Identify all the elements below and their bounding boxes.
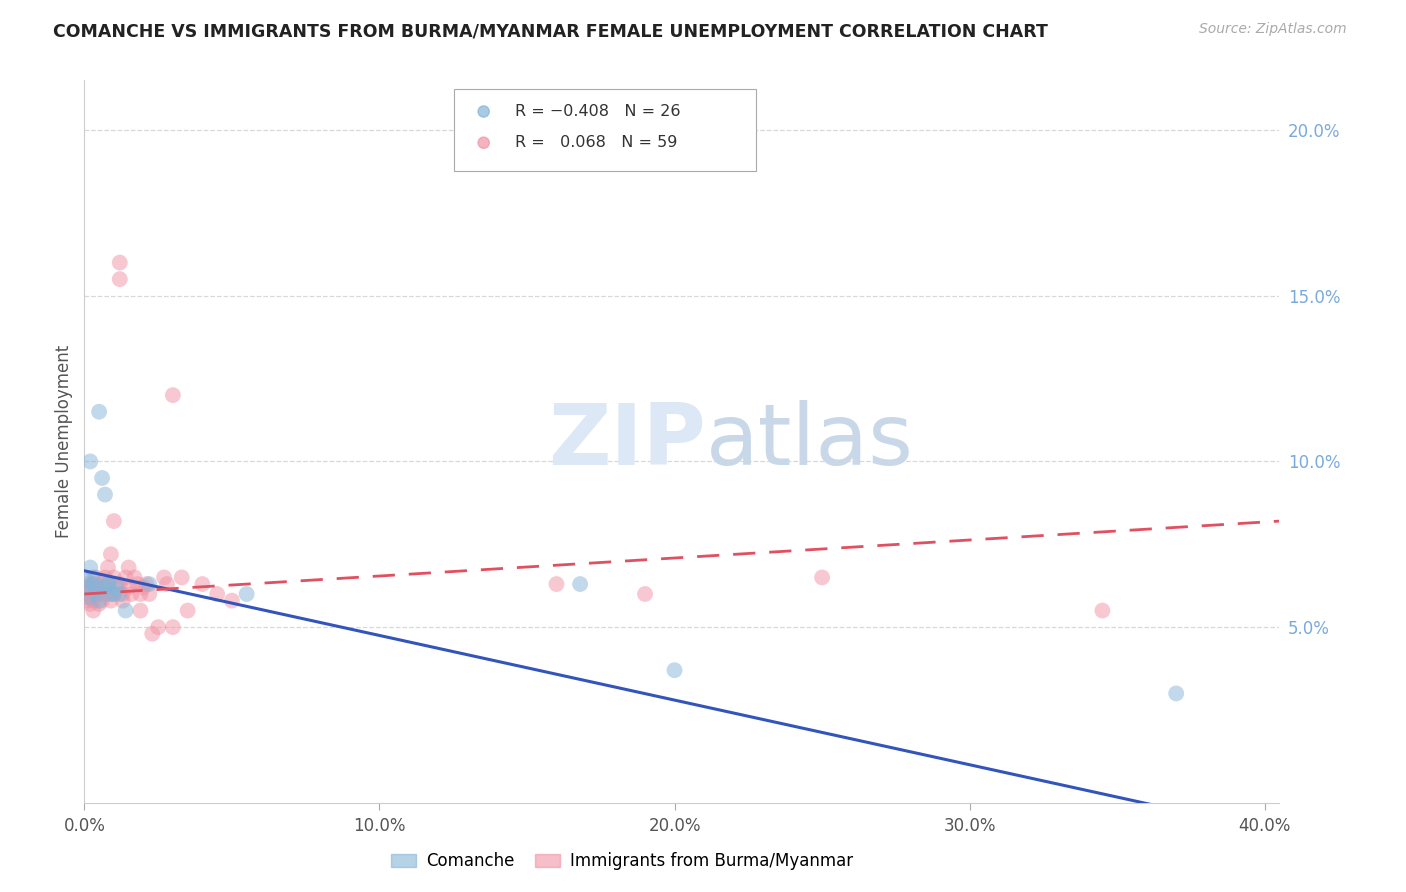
Point	[132, 580, 155, 594]
Point	[546, 577, 568, 591]
Point	[191, 577, 214, 591]
Point	[117, 580, 139, 594]
Point	[108, 587, 131, 601]
Point	[82, 603, 104, 617]
Point	[103, 514, 125, 528]
Point	[76, 580, 98, 594]
Point	[76, 593, 98, 607]
Point	[108, 577, 131, 591]
Point	[1166, 686, 1188, 700]
Point	[76, 587, 98, 601]
Point	[114, 570, 136, 584]
Text: atlas: atlas	[706, 400, 914, 483]
Point	[221, 593, 243, 607]
Point	[146, 620, 169, 634]
Point	[129, 587, 152, 601]
Point	[76, 583, 98, 598]
Point	[127, 577, 149, 591]
Point	[138, 577, 160, 591]
Point	[82, 577, 104, 591]
Point	[94, 580, 117, 594]
Point	[170, 570, 193, 584]
Point	[79, 597, 101, 611]
Text: Source: ZipAtlas.com: Source: ZipAtlas.com	[1199, 22, 1347, 37]
Point	[108, 255, 131, 269]
Point	[100, 547, 122, 561]
Point	[97, 577, 120, 591]
Point	[153, 570, 176, 584]
Point	[94, 570, 117, 584]
Point	[156, 577, 179, 591]
Point	[82, 577, 104, 591]
Point	[103, 587, 125, 601]
Point	[162, 620, 184, 634]
Point	[135, 577, 157, 591]
Point	[84, 570, 107, 584]
Point	[87, 587, 110, 601]
Point	[77, 591, 100, 605]
Point	[79, 454, 101, 468]
Point	[82, 570, 104, 584]
Point	[97, 560, 120, 574]
Point	[1091, 603, 1114, 617]
Point	[84, 587, 107, 601]
Point	[100, 587, 122, 601]
Point	[91, 471, 114, 485]
Point	[105, 580, 128, 594]
Point	[141, 627, 163, 641]
Point	[87, 577, 110, 591]
Point	[87, 593, 110, 607]
Point	[162, 388, 184, 402]
Point	[235, 587, 257, 601]
Point	[82, 593, 104, 607]
Point	[103, 587, 125, 601]
Point	[97, 577, 120, 591]
Point	[91, 580, 114, 594]
Point	[176, 603, 198, 617]
Text: R = −0.408   N = 26: R = −0.408 N = 26	[515, 104, 681, 119]
Y-axis label: Female Unemployment: Female Unemployment	[55, 345, 73, 538]
Point	[108, 272, 131, 286]
Text: ZIP: ZIP	[548, 400, 706, 483]
Point	[664, 663, 686, 677]
Point	[97, 577, 120, 591]
Point	[100, 593, 122, 607]
Legend: Comanche, Immigrants from Burma/Myanmar: Comanche, Immigrants from Burma/Myanmar	[391, 853, 853, 871]
Point	[94, 487, 117, 501]
Point	[811, 570, 834, 584]
Point	[105, 577, 128, 591]
Point	[569, 577, 592, 591]
Text: R =   0.068   N = 59: R = 0.068 N = 59	[515, 136, 676, 150]
Point	[87, 405, 110, 419]
Point	[129, 603, 152, 617]
Point	[121, 587, 143, 601]
Point	[94, 587, 117, 601]
Point	[634, 587, 657, 601]
Text: COMANCHE VS IMMIGRANTS FROM BURMA/MYANMAR FEMALE UNEMPLOYMENT CORRELATION CHART: COMANCHE VS IMMIGRANTS FROM BURMA/MYANMA…	[53, 22, 1049, 40]
Point	[111, 593, 134, 607]
Point	[79, 560, 101, 574]
Point	[124, 570, 146, 584]
Point	[91, 593, 114, 607]
Point	[138, 587, 160, 601]
Point	[205, 587, 228, 601]
Point	[84, 587, 107, 601]
Point	[117, 560, 139, 574]
Point	[111, 587, 134, 601]
Point	[77, 577, 100, 591]
Point	[79, 591, 101, 605]
Point	[114, 603, 136, 617]
Point	[75, 580, 97, 594]
Point	[87, 597, 110, 611]
Point	[97, 587, 120, 601]
Point	[76, 574, 98, 588]
Point	[84, 580, 107, 594]
Point	[103, 570, 125, 584]
